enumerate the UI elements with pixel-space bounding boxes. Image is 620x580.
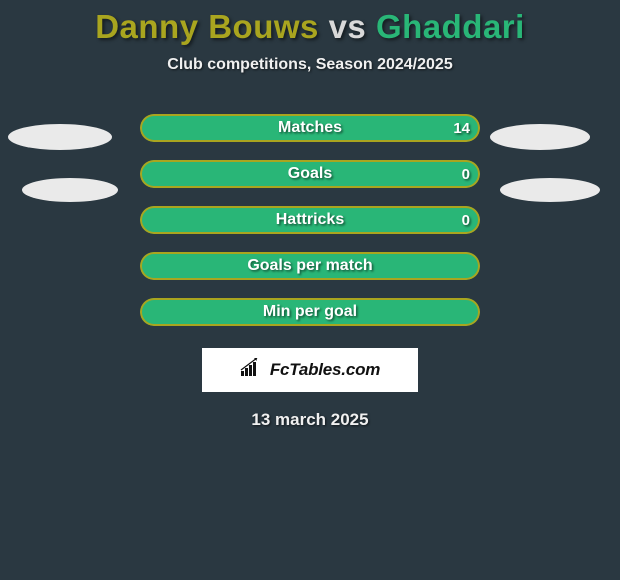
stat-row-hattricks: Hattricks0 (140, 206, 480, 234)
stat-row-min-per-goal: Min per goal (140, 298, 480, 326)
decor-ellipse-2 (22, 178, 118, 202)
stat-row-goals-per-match: Goals per match (140, 252, 480, 280)
stat-row-matches: Matches14 (140, 114, 480, 142)
stats-panel: Matches14Goals0Hattricks0Goals per match… (140, 114, 480, 326)
stat-row-goals: Goals0 (140, 160, 480, 188)
comparison-title: Danny Bouws vs Ghaddari (0, 0, 620, 46)
stat-label: Hattricks (140, 206, 480, 234)
stat-value-right: 0 (462, 206, 470, 234)
badge-text: FcTables.com (270, 360, 380, 380)
player1-name: Danny Bouws (95, 8, 319, 45)
stat-value-right: 14 (453, 114, 470, 142)
decor-ellipse-0 (8, 124, 112, 150)
decor-ellipse-3 (500, 178, 600, 202)
stat-value-right: 0 (462, 160, 470, 188)
chart-bars-icon (240, 358, 264, 383)
player2-name: Ghaddari (376, 8, 525, 45)
site-badge: FcTables.com (202, 348, 418, 392)
date-label: 13 march 2025 (0, 410, 620, 430)
decor-ellipse-1 (490, 124, 590, 150)
stat-label: Goals (140, 160, 480, 188)
stat-label: Matches (140, 114, 480, 142)
stat-label: Min per goal (140, 298, 480, 326)
stat-label: Goals per match (140, 252, 480, 280)
vs-text: vs (329, 8, 367, 45)
subtitle: Club competitions, Season 2024/2025 (0, 56, 620, 74)
